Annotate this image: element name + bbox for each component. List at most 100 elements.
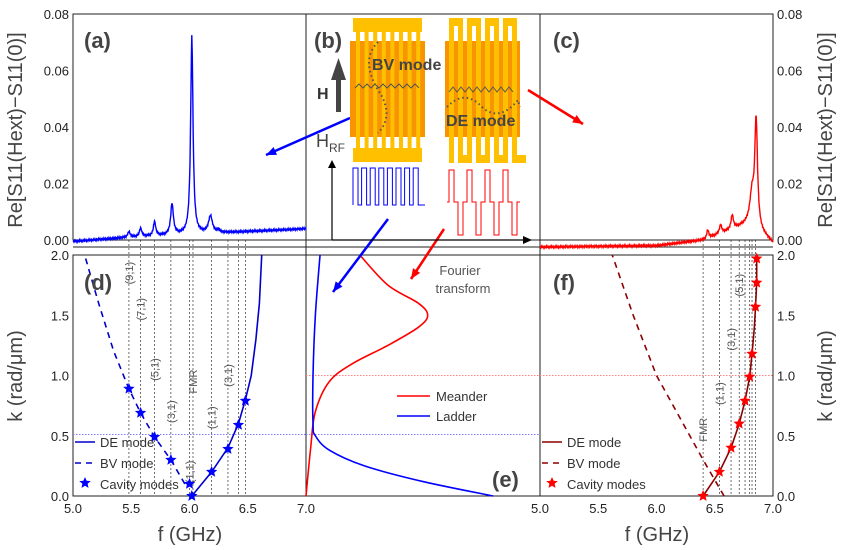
ladder-finger xyxy=(399,18,403,162)
ladder-current-waveform xyxy=(352,167,425,206)
arrow-to-ladder xyxy=(332,218,389,293)
meander-finger xyxy=(467,18,472,163)
legend-label-e: Ladder xyxy=(436,409,477,424)
meander-finger xyxy=(494,18,499,163)
mode-label-d: (7,1) xyxy=(136,298,148,321)
meander-bottom-bend xyxy=(494,155,508,163)
cavity-mode-star-d xyxy=(134,406,147,418)
cavity-mode-star-f xyxy=(739,394,751,406)
mode-label-d: FMR xyxy=(188,370,200,394)
x-axis-label-f: f (GHz) xyxy=(625,524,689,546)
fourier-curve-ladder xyxy=(311,254,494,497)
x-tick-label-d: 5.5 xyxy=(122,501,140,516)
hrf-axis-arrowhead xyxy=(328,160,336,168)
panel-label-c: (c) xyxy=(553,28,580,53)
y-tick-label-d: 0.5 xyxy=(51,429,69,444)
meander-current-waveform xyxy=(447,169,520,236)
ladder-finger xyxy=(381,18,386,162)
device-diagram xyxy=(328,18,532,244)
x-tick-label-d: 6.5 xyxy=(239,501,257,516)
arrow-to-c xyxy=(527,88,584,126)
panel-label-b: (b) xyxy=(314,28,342,53)
meander-bottom-bend xyxy=(476,155,490,163)
mode-label-f: (5,1) xyxy=(734,274,746,297)
arrow-to-a-head xyxy=(266,146,277,155)
y-tick-label-c: 0.02 xyxy=(777,177,802,192)
y-tick-label-a: 0.04 xyxy=(44,120,69,135)
cavity-mode-star-d xyxy=(183,477,196,489)
meander-top-bend xyxy=(467,18,481,26)
mode-label-d: (9,1) xyxy=(124,262,136,285)
x-tick-label-d: 5.0 xyxy=(64,501,82,516)
legend-label-f: BV mode xyxy=(567,456,620,471)
bv-mode-label: BV mode xyxy=(372,57,441,74)
ladder-film xyxy=(350,41,425,137)
y-tick-label-d: 1.5 xyxy=(51,308,69,323)
cavity-mode-star-f xyxy=(746,347,758,359)
spectrum-line-a xyxy=(72,35,307,245)
arrow-to-a xyxy=(265,116,351,157)
de-wave-profile xyxy=(446,96,521,115)
y-axis-label-c: Re[S11(Hext)−S11(0)] xyxy=(815,32,837,227)
de-mode-label: DE mode xyxy=(446,113,515,130)
x-tick-label-d: 6.0 xyxy=(180,501,198,516)
ladder-finger xyxy=(373,18,378,162)
x-tick-label-e: 7.0 xyxy=(297,501,315,516)
ladder-finger xyxy=(364,18,369,162)
legend-label-d: Cavity modes xyxy=(100,477,179,492)
spectrum-line-c xyxy=(539,115,774,251)
cavity-mode-star-d xyxy=(205,465,218,477)
x-tick-label-f: 5.0 xyxy=(531,501,549,516)
bv-field-zigzag xyxy=(354,83,420,89)
cavity-mode-star-f xyxy=(713,465,726,477)
legend-label-f: DE mode xyxy=(567,435,621,450)
mode-label-f: (1,1) xyxy=(714,382,726,405)
y-tick-label-f: 0.0 xyxy=(777,489,795,504)
cavity-mode-star-f xyxy=(744,370,756,382)
meander-top-bend xyxy=(485,18,499,26)
meander-bottom-bend xyxy=(458,155,472,163)
y-tick-label-a: 0.06 xyxy=(44,64,69,79)
hrf-axis-arrowhead xyxy=(523,236,532,244)
bv-wave-profile xyxy=(368,41,388,134)
mode-label-d: (1,1) xyxy=(207,406,219,429)
y-tick-label-d: 2.0 xyxy=(51,248,69,263)
y-tick-label-f: 1.0 xyxy=(777,369,795,384)
y-tick-label-a: 0.02 xyxy=(44,177,69,192)
cavity-mode-star-d xyxy=(123,382,135,394)
x-axis-label-d: f (GHz) xyxy=(158,524,222,546)
ladder-top-pad xyxy=(353,18,422,32)
y-tick-label-a: 0.08 xyxy=(44,7,69,22)
y-tick-label-f: 2.0 xyxy=(777,248,795,263)
mode-label-d: (3,1) xyxy=(166,400,178,423)
cavity-mode-star-d xyxy=(165,453,177,465)
x-tick-label-f: 6.0 xyxy=(647,501,665,516)
ladder-bottom-pad xyxy=(353,148,422,162)
meander-top-bend xyxy=(449,18,463,26)
legend-label-d: DE mode xyxy=(100,435,154,450)
meander-top-bend xyxy=(503,18,517,26)
ladder-finger xyxy=(407,18,412,162)
ladder-finger xyxy=(416,18,421,162)
y-axis-label-d: k (rad/μm) xyxy=(5,330,27,422)
bottom-frame xyxy=(72,254,774,497)
legend-label-d: BV mode xyxy=(100,456,153,471)
meander-finger xyxy=(449,18,454,163)
x-tick-label-f: 5.5 xyxy=(589,501,607,516)
meander-finger xyxy=(476,18,481,163)
y-axis-label-f: k (rad/μm) xyxy=(815,330,837,422)
meander-bottom-bend xyxy=(512,155,526,163)
panel-label-a: (a) xyxy=(84,28,111,53)
mode-label-d: (3,1) xyxy=(223,364,235,387)
fourier-annotation: Fourier transform xyxy=(436,263,491,296)
arrow-to-meander-head xyxy=(411,268,421,279)
cavity-mode-star-f xyxy=(751,252,763,264)
ladder-finger xyxy=(356,18,360,162)
cavity-mode-star-d xyxy=(148,431,161,442)
cavity-mode-star-f xyxy=(749,300,762,312)
x-tick-label-f: 7.0 xyxy=(764,501,782,516)
x-tick-label-f: 6.5 xyxy=(706,501,724,516)
legend-label-f: Cavity modes xyxy=(567,477,646,492)
mode-label-f: (3,1) xyxy=(726,328,738,351)
